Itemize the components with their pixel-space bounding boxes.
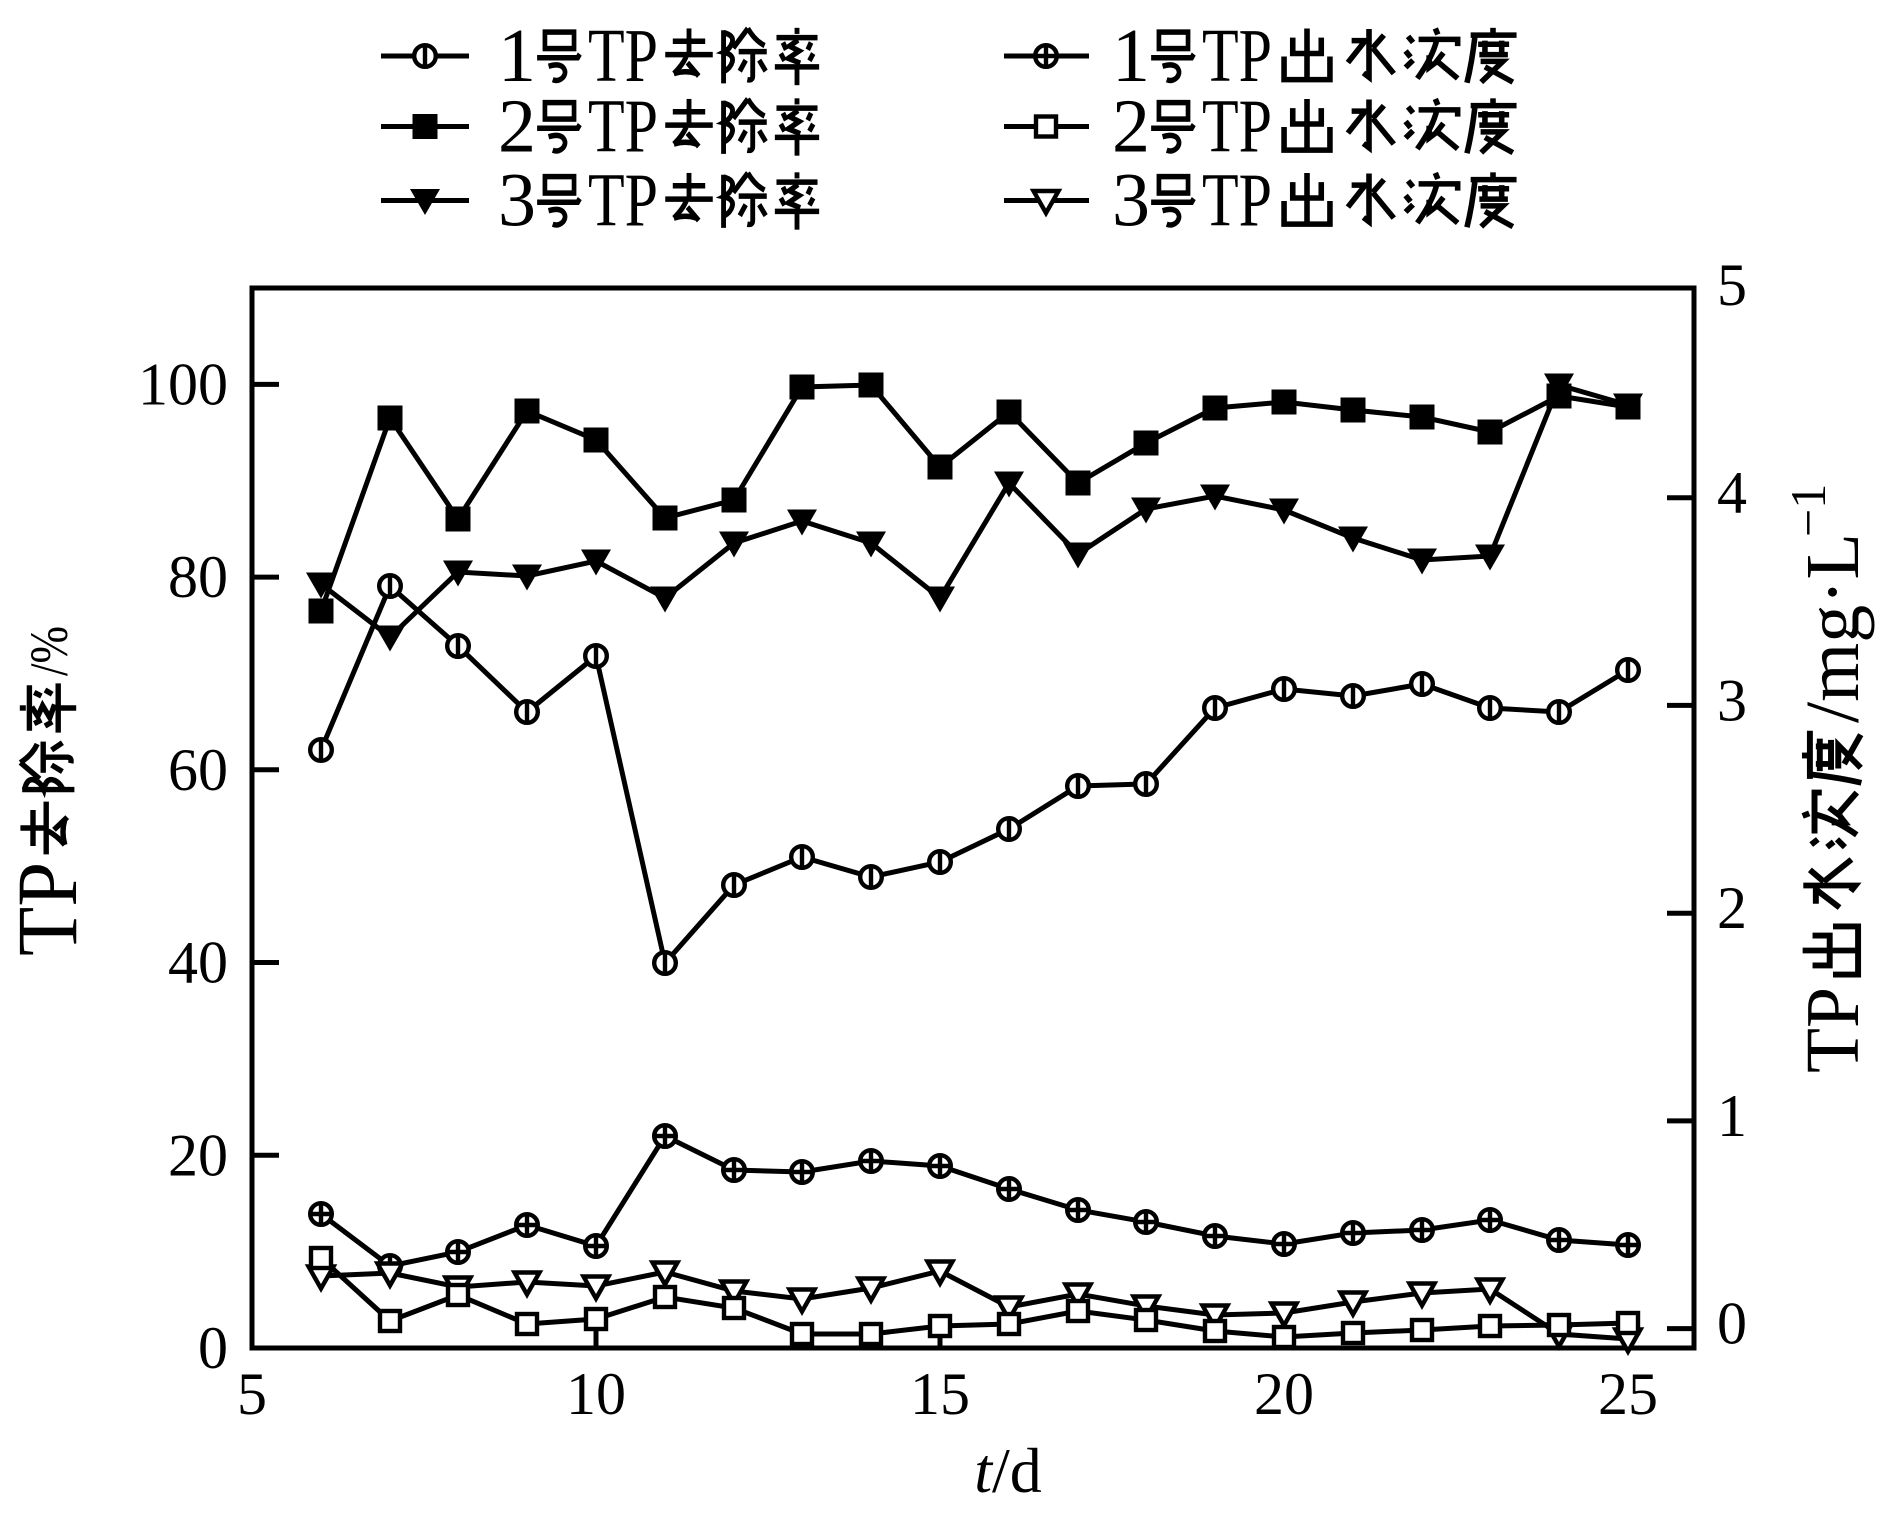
svg-text:4: 4 — [1717, 460, 1747, 526]
svg-text:2: 2 — [498, 85, 536, 169]
svg-text:TP: TP — [588, 159, 658, 243]
svg-text:20: 20 — [168, 1122, 228, 1188]
svg-text:1: 1 — [1717, 1083, 1747, 1149]
svg-text:10: 10 — [566, 1361, 626, 1427]
svg-text:15: 15 — [910, 1361, 970, 1427]
svg-text:TP: TP — [1202, 159, 1272, 243]
svg-text:3: 3 — [1717, 667, 1747, 733]
svg-text:20: 20 — [1254, 1361, 1314, 1427]
svg-text:/%: /% — [19, 626, 79, 676]
svg-text:25: 25 — [1598, 1361, 1658, 1427]
svg-text:2: 2 — [1112, 85, 1150, 169]
svg-text:0: 0 — [1717, 1291, 1747, 1357]
svg-text:1: 1 — [1112, 14, 1150, 98]
svg-text:3: 3 — [1112, 159, 1150, 243]
svg-text:/mg·L: /mg·L — [1791, 533, 1875, 723]
svg-text:TP: TP — [0, 862, 95, 956]
svg-text:1: 1 — [498, 14, 536, 98]
svg-text:3: 3 — [498, 159, 536, 243]
svg-text:2: 2 — [1717, 875, 1747, 941]
svg-text:40: 40 — [168, 930, 228, 996]
svg-text:0: 0 — [198, 1315, 228, 1381]
svg-text:t/d: t/d — [974, 1435, 1042, 1506]
svg-text:5: 5 — [1717, 252, 1747, 318]
svg-text:TP: TP — [1791, 987, 1875, 1073]
svg-text:80: 80 — [168, 544, 228, 610]
svg-text:−1: −1 — [1780, 484, 1836, 537]
svg-text:TP: TP — [1202, 14, 1272, 98]
svg-text:60: 60 — [168, 737, 228, 803]
svg-text:TP: TP — [1202, 85, 1272, 169]
svg-text:TP: TP — [588, 14, 658, 98]
svg-text:100: 100 — [138, 351, 228, 417]
svg-text:TP: TP — [588, 85, 658, 169]
svg-text:5: 5 — [237, 1361, 267, 1427]
